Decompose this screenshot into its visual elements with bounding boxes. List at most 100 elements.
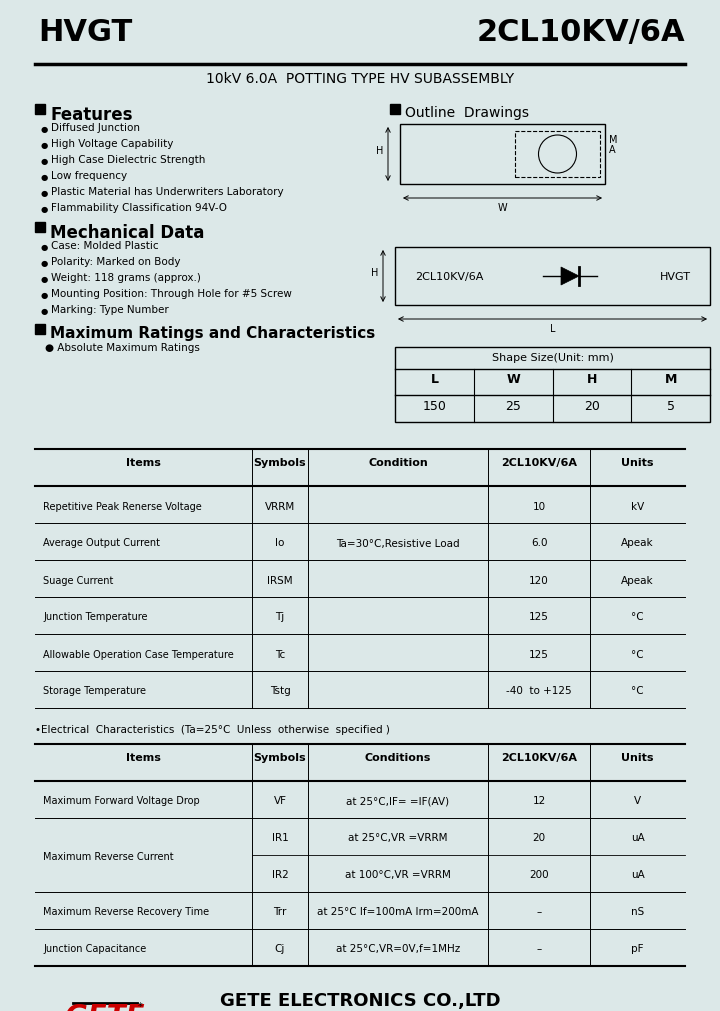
Text: at 25°C,IF= =IF(AV): at 25°C,IF= =IF(AV) (346, 796, 449, 806)
Text: W: W (506, 373, 520, 385)
Text: 12: 12 (532, 796, 546, 806)
Text: Cj: Cj (275, 943, 285, 953)
Text: 2CL10KV/6A: 2CL10KV/6A (501, 458, 577, 467)
Text: ● Absolute Maximum Ratings: ● Absolute Maximum Ratings (45, 343, 200, 353)
Text: ●: ● (41, 275, 48, 284)
Text: 2CL10KV/6A: 2CL10KV/6A (415, 272, 483, 282)
Text: Maximum Forward Voltage Drop: Maximum Forward Voltage Drop (43, 796, 199, 806)
Text: GETE: GETE (66, 1002, 145, 1011)
Text: Junction Temperature: Junction Temperature (43, 612, 148, 622)
Text: Repetitive Peak Renerse Voltage: Repetitive Peak Renerse Voltage (43, 501, 202, 511)
Text: W: W (498, 203, 508, 212)
Text: 200: 200 (529, 869, 549, 880)
Text: Mounting Position: Through Hole for #5 Screw: Mounting Position: Through Hole for #5 S… (51, 289, 292, 298)
Text: Maximum Reverse Current: Maximum Reverse Current (43, 851, 174, 861)
Bar (35, 105, 45, 115)
Text: Allowable Operation Case Temperature: Allowable Operation Case Temperature (43, 649, 234, 659)
Text: Polarity: Marked on Body: Polarity: Marked on Body (51, 257, 181, 267)
Text: Storage Temperature: Storage Temperature (43, 685, 146, 696)
Text: Plastic Material has Underwriters Laboratory: Plastic Material has Underwriters Labora… (51, 187, 284, 197)
Text: Maximum Reverse Recovery Time: Maximum Reverse Recovery Time (43, 907, 209, 917)
Text: Case: Molded Plastic: Case: Molded Plastic (51, 241, 158, 251)
Text: uA: uA (631, 869, 644, 880)
Text: Flammability Classification 94V-O: Flammability Classification 94V-O (51, 203, 227, 212)
Text: Apeak: Apeak (621, 538, 654, 548)
Text: at 25°C,VR=0V,f=1MHz: at 25°C,VR=0V,f=1MHz (336, 943, 460, 953)
Polygon shape (561, 268, 579, 286)
Text: 20: 20 (532, 833, 546, 842)
Text: Tj: Tj (275, 612, 284, 622)
Text: Units: Units (621, 458, 654, 467)
Text: ●: ● (41, 243, 48, 252)
Text: °C: °C (631, 649, 644, 659)
Text: ●: ● (41, 173, 48, 182)
Text: HVGT: HVGT (38, 18, 132, 47)
Text: Shape Size(Unit: mm): Shape Size(Unit: mm) (492, 353, 613, 363)
Text: Features: Features (50, 106, 132, 124)
Text: ●: ● (41, 306, 48, 315)
Bar (390, 105, 400, 115)
Text: ●: ● (41, 205, 48, 213)
Bar (35, 325, 45, 335)
Bar (400, 125, 605, 185)
Text: –: – (536, 907, 541, 917)
Text: IRSM: IRSM (267, 575, 293, 585)
Text: L: L (431, 373, 438, 385)
Text: °C: °C (631, 685, 644, 696)
Text: 10: 10 (532, 501, 546, 511)
Text: –: – (536, 943, 541, 953)
Bar (515, 131, 600, 178)
Text: *: * (138, 1001, 143, 1011)
Text: H: H (372, 268, 379, 278)
Text: M: M (665, 373, 677, 385)
Text: Conditions: Conditions (365, 752, 431, 762)
Bar (35, 222, 45, 233)
Text: 25: 25 (505, 399, 521, 412)
Text: at 25°C If=100mA Irm=200mA: at 25°C If=100mA Irm=200mA (318, 907, 479, 917)
Text: Maximum Ratings and Characteristics: Maximum Ratings and Characteristics (50, 326, 375, 341)
Text: Tc: Tc (275, 649, 285, 659)
Text: Condition: Condition (368, 458, 428, 467)
Text: ●: ● (41, 259, 48, 268)
Text: L: L (550, 324, 555, 334)
Text: Low frequency: Low frequency (51, 171, 127, 181)
Text: VF: VF (274, 796, 287, 806)
Text: Apeak: Apeak (621, 575, 654, 585)
Text: Symbols: Symbols (253, 752, 306, 762)
Text: Suage Current: Suage Current (43, 575, 113, 585)
Text: Units: Units (621, 752, 654, 762)
Text: ●: ● (41, 125, 48, 133)
Text: Junction Capacitance: Junction Capacitance (43, 943, 146, 953)
Text: 2CL10KV/6A: 2CL10KV/6A (477, 18, 685, 47)
Text: Average Output Current: Average Output Current (43, 538, 160, 548)
Text: M: M (609, 134, 618, 145)
Text: High Voltage Capability: High Voltage Capability (51, 139, 174, 149)
Text: •Electrical  Characteristics  (Ta=25°C  Unless  otherwise  specified ): •Electrical Characteristics (Ta=25°C Unl… (35, 724, 390, 734)
Text: Items: Items (126, 458, 161, 467)
Text: Outline  Drawings: Outline Drawings (405, 106, 529, 120)
Text: uA: uA (631, 833, 644, 842)
Text: Mechanical Data: Mechanical Data (50, 223, 204, 242)
Text: Marking: Type Number: Marking: Type Number (51, 304, 168, 314)
Text: °C: °C (631, 612, 644, 622)
Text: Tstg: Tstg (269, 685, 290, 696)
Text: ●: ● (41, 291, 48, 299)
Text: IR2: IR2 (271, 869, 289, 880)
Text: IR1: IR1 (271, 833, 289, 842)
Text: kV: kV (631, 501, 644, 511)
Text: Io: Io (275, 538, 284, 548)
Text: 120: 120 (529, 575, 549, 585)
Text: at 25°C,VR =VRRM: at 25°C,VR =VRRM (348, 833, 448, 842)
Text: H: H (377, 146, 384, 156)
Text: A: A (609, 145, 616, 155)
Text: H: H (587, 373, 597, 385)
Text: ●: ● (41, 141, 48, 150)
Text: Weight: 118 grams (approx.): Weight: 118 grams (approx.) (51, 273, 201, 283)
Text: 150: 150 (423, 399, 446, 412)
Text: Trr: Trr (274, 907, 287, 917)
Text: GETE ELECTRONICS CO.,LTD: GETE ELECTRONICS CO.,LTD (220, 991, 500, 1009)
Text: ●: ● (41, 189, 48, 198)
Text: 2CL10KV/6A: 2CL10KV/6A (501, 752, 577, 762)
Bar (395, 248, 710, 305)
Text: HVGT: HVGT (660, 272, 691, 282)
